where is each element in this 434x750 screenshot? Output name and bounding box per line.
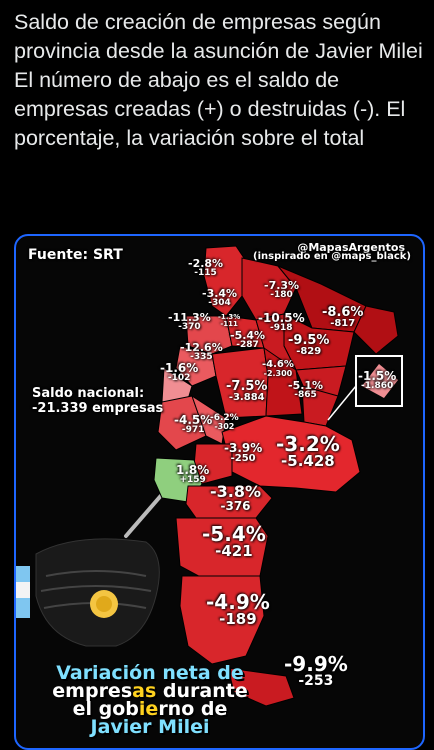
label-santiago: -5.4% -287 <box>230 329 266 350</box>
credit-inspired: (inspirado en @maps_black) <box>253 251 411 262</box>
map-title-line3: el gobierno de <box>72 698 228 720</box>
label-mendoza: -4.5% -971 <box>174 413 213 435</box>
map-title: Variación neta de empresas durante el go… <box>30 662 270 738</box>
label-entrerios: -5.1% -865 <box>288 379 324 400</box>
map-image-card[interactable]: Fuente: SRT @MapasArgentos (inspirado en… <box>14 234 425 750</box>
map-title-line4: Javier Milei <box>90 716 210 738</box>
label-sanjuan: -1.6% -102 <box>160 361 199 383</box>
label-lapampa: -3.9% -250 <box>224 441 263 464</box>
label-tucuman: -1.3% -111 <box>218 313 241 328</box>
label-chubut: -5.4% -421 <box>202 522 266 560</box>
label-buenosaires: -3.2% -5.428 <box>276 432 340 470</box>
label-santafe: -4.6% -2.300 <box>262 359 294 378</box>
label-cordoba: -7.5% -3.884 <box>226 379 268 403</box>
label-misiones: -8.6% -817 <box>322 305 364 329</box>
label-corrientes: -9.5% -829 <box>288 333 330 357</box>
source-label: Fuente: SRT <box>28 247 123 263</box>
caba-inset <box>327 355 403 421</box>
label-sanluis: -6.2% -302 <box>210 413 239 431</box>
national-value: -21.339 empresas <box>32 401 164 416</box>
label-larioja: -12.6% -335 <box>180 341 223 362</box>
label-tierradelfuego: -9.9% -253 <box>284 652 348 689</box>
label-catamarca: -11.3% -370 <box>168 311 211 332</box>
post-description: El número de abajo es el saldo de empres… <box>14 68 406 150</box>
credit-handle: @MapasArgentos <box>297 241 405 254</box>
label-caba: -1.5% -1.860 <box>358 369 397 391</box>
label-neuquen: 1.8% +159 <box>176 463 210 485</box>
mate-illustration <box>16 482 173 647</box>
label-chaco: -10.5% -918 <box>258 311 305 333</box>
post-text: Saldo de creación de empresas según prov… <box>14 8 424 153</box>
provinces <box>153 245 399 707</box>
national-label: Saldo nacional: <box>32 386 145 401</box>
argentina-map <box>16 245 403 707</box>
map-title-line1: Variación neta de <box>56 662 244 684</box>
map-title-line2: empresas durante <box>52 680 248 702</box>
label-jujuy: -2.8% -115 <box>188 257 224 278</box>
post-title: Saldo de creación de empresas según prov… <box>14 10 423 63</box>
label-rionegro: -3.8% -376 <box>210 482 262 513</box>
label-formosa: -7.3% -180 <box>264 279 300 300</box>
label-salta: -3.4% -304 <box>202 287 238 308</box>
national-balance: Saldo nacional: -21.339 empresas <box>32 386 163 416</box>
label-santacruz: -4.9% -189 <box>206 590 270 628</box>
